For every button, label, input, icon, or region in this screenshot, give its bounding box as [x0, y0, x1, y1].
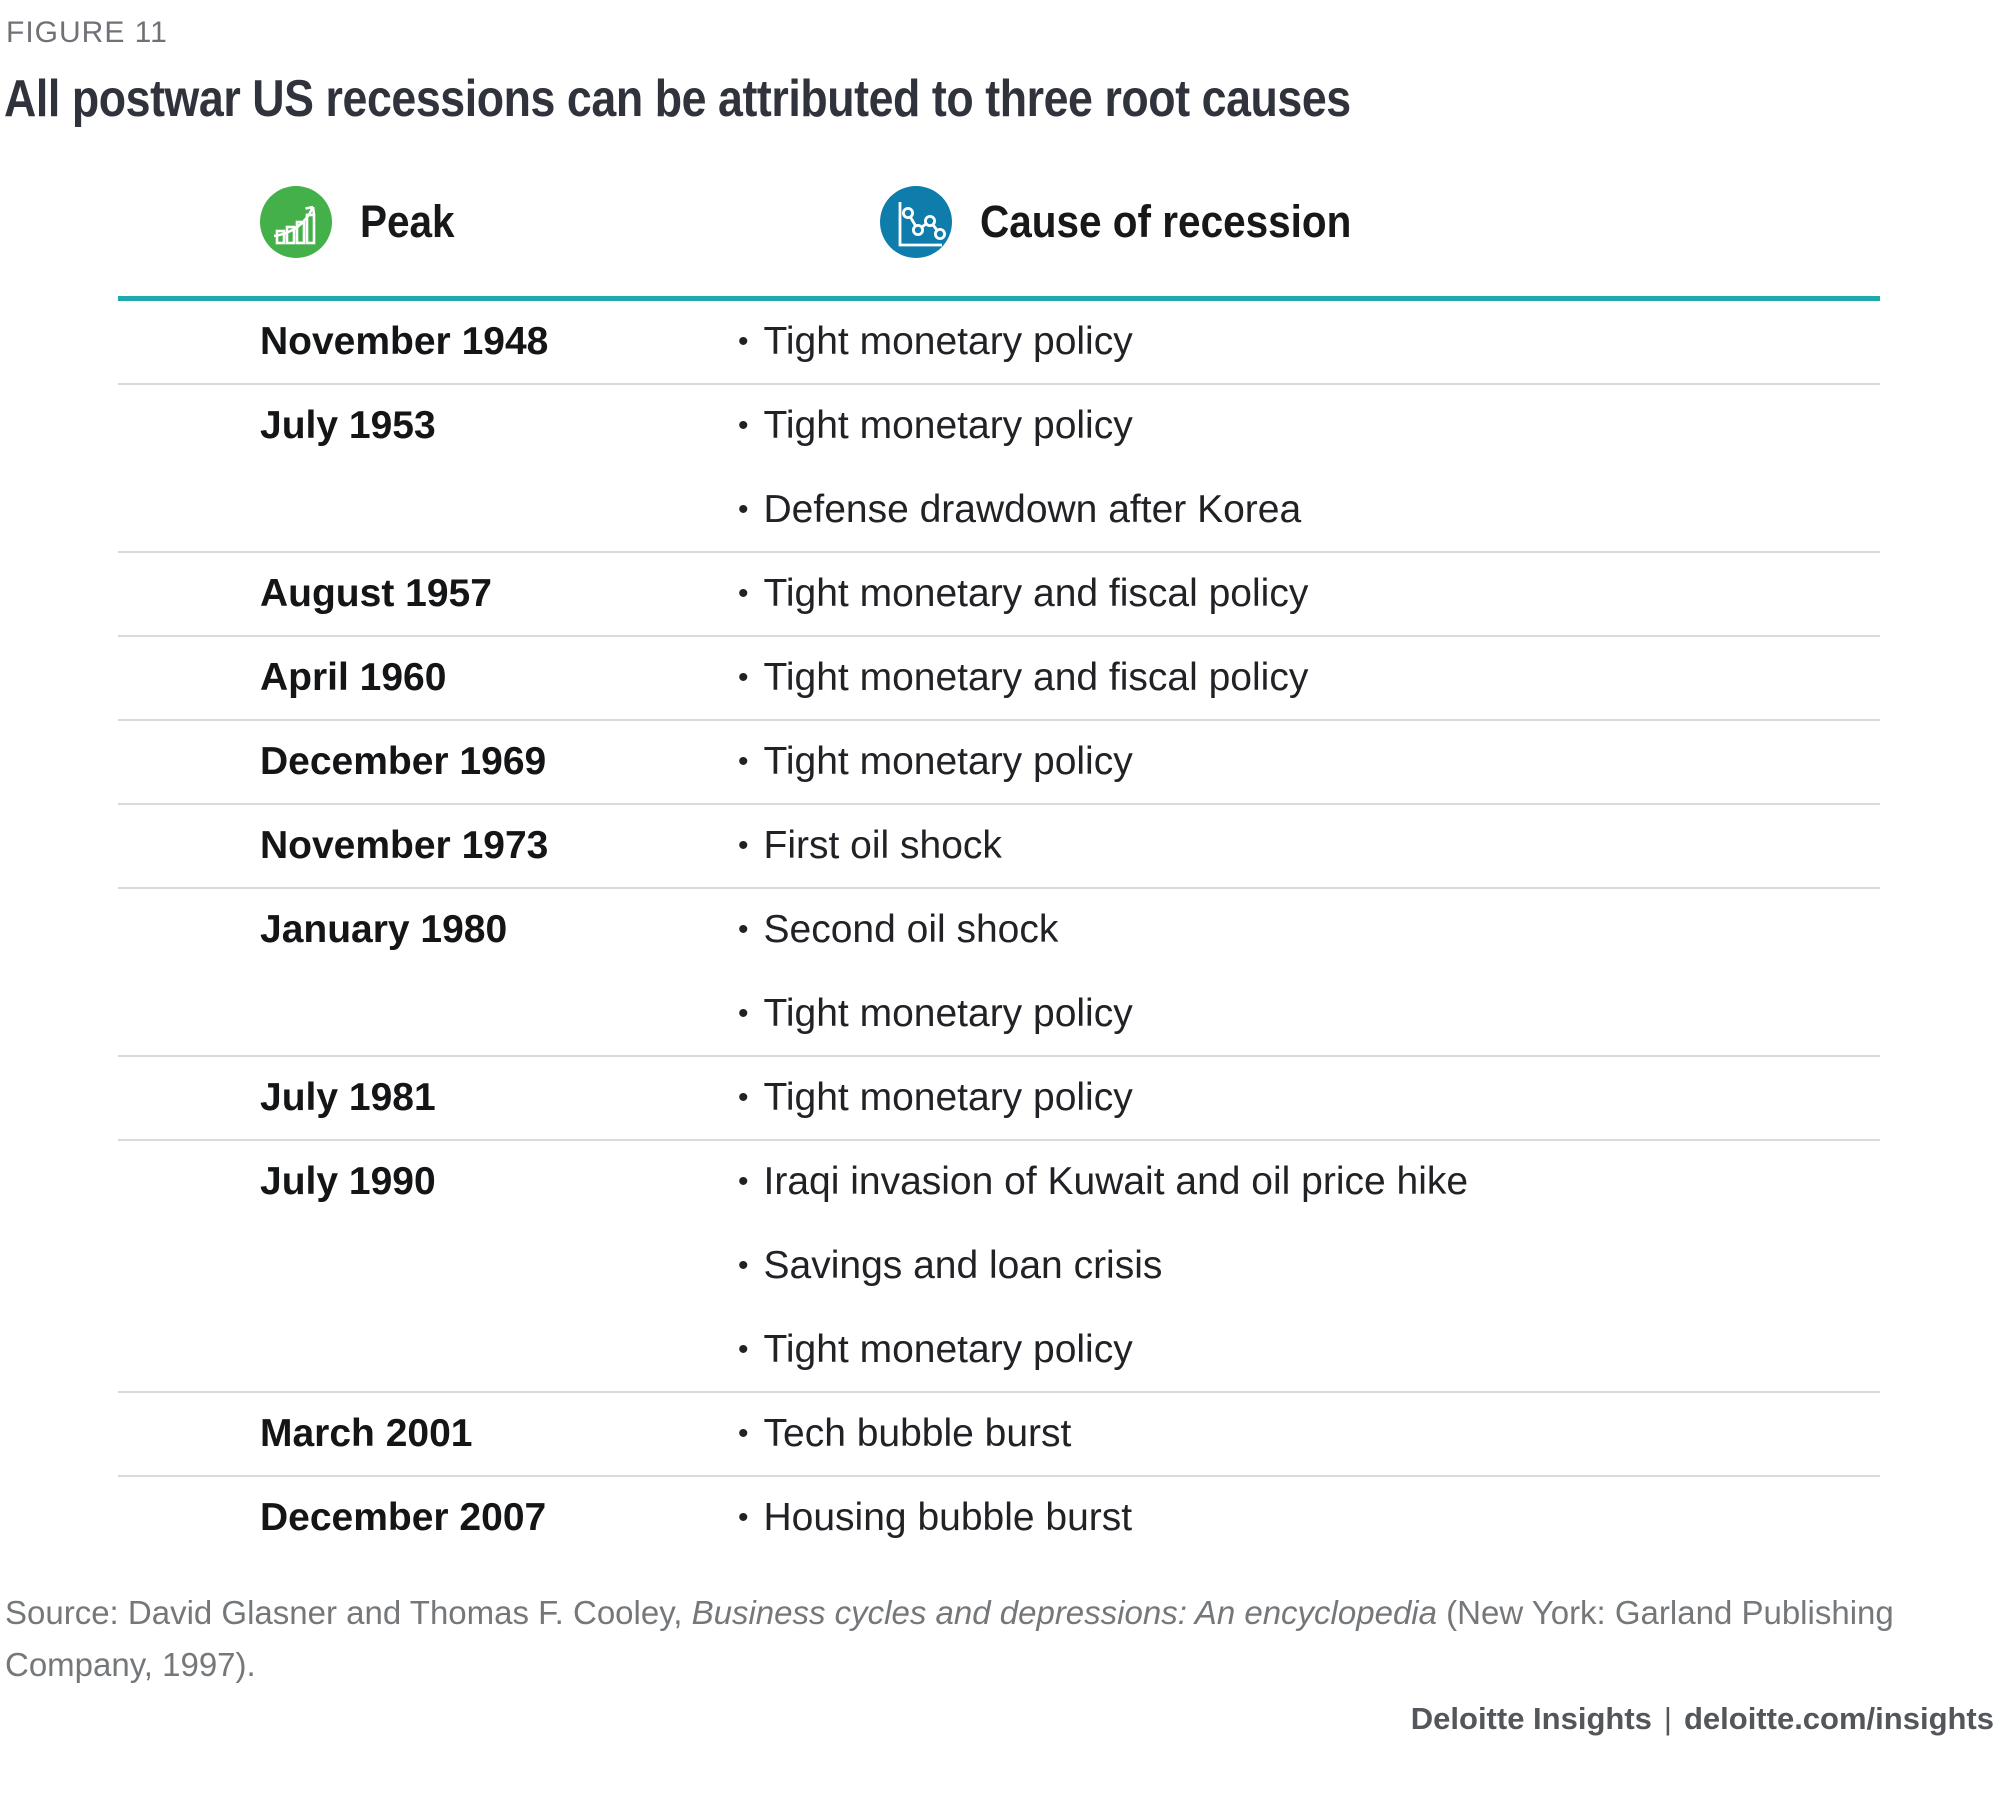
table-row: December 2007 • Housing bubble burst: [118, 1477, 1880, 1559]
bullet-icon: •: [738, 1417, 749, 1450]
cause-list: • Tech bubble burst: [738, 1413, 1880, 1455]
peak-date: July 1981: [260, 1076, 436, 1119]
peak-date: July 1990: [260, 1160, 436, 1203]
cause-item: • Tight monetary and fiscal policy: [738, 573, 1870, 615]
table-column-headers: Peak Cause of recession: [118, 186, 1880, 301]
column-header-label-cause: Cause of recession: [980, 196, 1352, 247]
cause-item: • Tech bubble burst: [738, 1413, 1870, 1455]
recession-table: Peak Cause of recession: [118, 186, 1880, 1559]
bullet-icon: •: [738, 745, 749, 778]
figure-label: FIGURE 11: [6, 16, 168, 49]
cause-text: Tight monetary policy: [763, 320, 1133, 363]
peak-date: April 1960: [260, 656, 447, 699]
table-row: April 1960 • Tight monetary and fiscal pol…: [118, 637, 1880, 721]
cause-item: • Tight monetary and fiscal policy: [738, 657, 1870, 699]
column-header-label-peak: Peak: [360, 196, 455, 247]
cause-text: Tight monetary policy: [763, 740, 1133, 783]
bullet-icon: •: [738, 1333, 749, 1366]
brand-separator: |: [1663, 1701, 1672, 1736]
cause-item: • Tight monetary policy: [738, 741, 1870, 783]
cause-item: • Tight monetary policy: [738, 321, 1870, 363]
cause-text: Tech bubble burst: [763, 1412, 1072, 1455]
cause-list: • Iraqi invasion of Kuwait and oil price …: [738, 1161, 1880, 1371]
cause-text: Tight monetary policy: [763, 1076, 1133, 1119]
cause-list: • Housing bubble burst: [738, 1497, 1880, 1539]
brand-footer: Deloitte Insights | deloitte.com/insights: [0, 1701, 1994, 1737]
bullet-icon: •: [738, 577, 749, 610]
table-row: August 1957 • Tight monetary and fiscal po…: [118, 553, 1880, 637]
cause-item: • Defense drawdown after Korea: [738, 489, 1870, 531]
cause-item: • First oil shock: [738, 825, 1870, 867]
cause-text: Second oil shock: [763, 908, 1059, 951]
cause-item: • Iraqi invasion of Kuwait and oil price …: [738, 1161, 1870, 1203]
bullet-icon: •: [738, 409, 749, 442]
table-row: July 1990 • Iraqi invasion of Kuwait and o…: [118, 1141, 1880, 1393]
table-row: November 1973 • First oil shock: [118, 805, 1880, 889]
page-title: All postwar US recessions can be attribu…: [4, 70, 1351, 128]
cause-list: • Tight monetary policy: [738, 321, 1880, 363]
bullet-icon: •: [738, 913, 749, 946]
table-row: November 1948 • Tight monetary policy: [118, 301, 1880, 385]
cause-item: • Tight monetary policy: [738, 1329, 1870, 1371]
cause-list: • Tight monetary policy: [738, 741, 1880, 783]
cause-text: Iraqi invasion of Kuwait and oil price h…: [763, 1160, 1469, 1203]
cause-item: • Second oil shock: [738, 909, 1870, 951]
peak-date: July 1953: [260, 404, 436, 447]
table-row: December 1969 • Tight monetary policy: [118, 721, 1880, 805]
cause-text: Tight monetary and fiscal policy: [763, 572, 1309, 615]
table-row: July 1953 • Tight monetary policy • Defense …: [118, 385, 1880, 553]
table-row: March 2001 • Tech bubble burst: [118, 1393, 1880, 1477]
peak-date: November 1973: [260, 824, 549, 867]
peak-date: December 1969: [260, 740, 547, 783]
bullet-icon: •: [738, 493, 749, 526]
bullet-icon: •: [738, 325, 749, 358]
cause-text: Tight monetary policy: [763, 404, 1133, 447]
cause-text: Defense drawdown after Korea: [763, 488, 1302, 531]
cause-list: • Tight monetary and fiscal policy: [738, 573, 1880, 615]
cause-list: • First oil shock: [738, 825, 1880, 867]
cause-text: First oil shock: [763, 824, 1002, 867]
cause-text: Tight monetary policy: [763, 1328, 1133, 1371]
peak-date: March 2001: [260, 1412, 473, 1455]
cause-item: • Tight monetary policy: [738, 993, 1870, 1035]
table-body: November 1948 • Tight monetary policy July …: [118, 301, 1880, 1559]
table-row: July 1981 • Tight monetary policy: [118, 1057, 1880, 1141]
peak-date: November 1948: [260, 320, 549, 363]
cause-list: • Tight monetary policy • Defense drawdown …: [738, 405, 1880, 531]
source-suffix: (New York: Garland Publishing Company, 1…: [5, 1594, 1894, 1683]
cause-text: Savings and loan crisis: [763, 1244, 1163, 1287]
bullet-icon: •: [738, 829, 749, 862]
source-note: Source: David Glasner and Thomas F. Cool…: [5, 1587, 1992, 1691]
cause-item: • Savings and loan crisis: [738, 1245, 1870, 1287]
source-prefix: Source: David Glasner and Thomas F. Cool…: [5, 1594, 692, 1631]
column-header-cause: Cause of recession: [880, 186, 1393, 258]
source-book-title: Business cycles and depressions: An ency…: [691, 1594, 1437, 1631]
bullet-icon: •: [738, 1081, 749, 1114]
bullet-icon: •: [738, 1165, 749, 1198]
bar-chart-growth-icon: [260, 186, 332, 258]
cause-list: • Tight monetary policy: [738, 1077, 1880, 1119]
cause-text: Tight monetary policy: [763, 992, 1133, 1035]
cause-item: • Tight monetary policy: [738, 1077, 1870, 1119]
bullet-icon: •: [738, 1501, 749, 1534]
cause-list: • Second oil shock • Tight monetary policy: [738, 909, 1880, 1035]
column-header-peak: Peak: [260, 186, 880, 258]
bullet-icon: •: [738, 1249, 749, 1282]
cause-item: • Tight monetary policy: [738, 405, 1870, 447]
brand-url[interactable]: deloitte.com/insights: [1683, 1701, 1994, 1736]
peak-date: December 2007: [260, 1496, 547, 1539]
cause-item: • Housing bubble burst: [738, 1497, 1870, 1539]
bullet-icon: •: [738, 997, 749, 1030]
peak-date: January 1980: [260, 908, 508, 951]
cause-text: Housing bubble burst: [763, 1496, 1133, 1539]
table-row: January 1980 • Second oil shock • Tight mone…: [118, 889, 1880, 1057]
line-chart-icon: [880, 186, 952, 258]
bullet-icon: •: [738, 661, 749, 694]
brand-name: Deloitte Insights: [1410, 1701, 1652, 1736]
cause-text: Tight monetary and fiscal policy: [763, 656, 1309, 699]
cause-list: • Tight monetary and fiscal policy: [738, 657, 1880, 699]
peak-date: August 1957: [260, 572, 492, 615]
